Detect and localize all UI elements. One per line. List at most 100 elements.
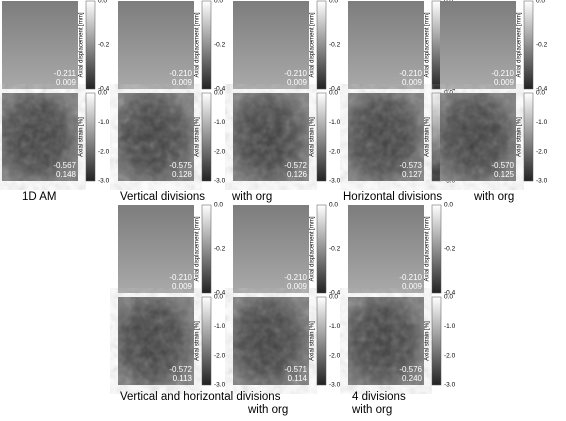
colorbar-label: Axial strain [%]: [79, 117, 85, 157]
colorbar-tick: 0.0: [536, 90, 545, 97]
colorbar-tick: -3.0: [329, 382, 341, 389]
value: 0.127: [402, 170, 423, 179]
colorbar: [431, 296, 442, 386]
strain-texture: [118, 297, 194, 385]
value: -0.210: [399, 273, 422, 282]
colorbar-tick: -0.4: [444, 290, 456, 297]
colorbar-tick: -0.4: [214, 290, 226, 297]
colorbar: [316, 204, 327, 294]
colorbar-tick: 0.0: [214, 0, 223, 5]
value: -0.575: [169, 161, 192, 170]
value: -0.567: [53, 161, 76, 170]
displacement-image: [118, 205, 194, 293]
value: -0.210: [399, 69, 422, 78]
colorbar-tick: -1.0: [444, 323, 456, 330]
value: 0.009: [56, 78, 77, 87]
displacement-image: [348, 1, 424, 89]
value: 0.126: [287, 170, 308, 179]
value: 0.113: [173, 374, 193, 383]
colorbar-label: Axial displacement [mm]: [195, 12, 201, 77]
caption: Vertical and horizontal divisions: [120, 391, 281, 403]
colorbar-tick: -0.2: [214, 42, 226, 49]
colorbar-tick: -2.0: [214, 148, 226, 155]
caption: Horizontal divisions: [343, 191, 442, 203]
colorbar-tick: -0.2: [444, 246, 456, 253]
value: -0.573: [399, 161, 422, 170]
displacement-image: [233, 205, 309, 293]
value: 0.009: [172, 282, 193, 291]
value: 0.114: [288, 374, 308, 383]
colorbar: [431, 0, 442, 90]
caption: with org: [247, 404, 288, 416]
colorbar: [431, 92, 442, 182]
caption: with org: [231, 191, 272, 203]
value: 0.128: [172, 170, 193, 179]
colorbar: [85, 0, 96, 90]
colorbar-tick: -2.0: [214, 352, 226, 359]
displacement-image: [233, 1, 309, 89]
colorbar-tick: -3.0: [444, 178, 456, 185]
value: -0.211: [54, 69, 77, 78]
colorbar-tick: 0.0: [444, 202, 453, 209]
colorbar: [316, 296, 327, 386]
colorbar: [201, 92, 212, 182]
value: -0.571: [284, 365, 307, 374]
value: -0.210: [169, 273, 192, 282]
colorbar-tick: -0.2: [214, 246, 226, 253]
colorbar-tick: -3.0: [214, 178, 226, 185]
colorbar-tick: -3.0: [214, 382, 226, 389]
colorbar-tick: -1.0: [214, 323, 226, 330]
colorbar-tick: -2.0: [329, 148, 341, 155]
value: 0.240: [402, 374, 423, 383]
colorbar-label: Axial strain [%]: [517, 117, 523, 157]
value: 0.009: [494, 78, 515, 87]
caption: 1D AM: [22, 191, 57, 203]
colorbar-label: Axial displacement [mm]: [517, 12, 523, 77]
value: -0.210: [284, 273, 307, 282]
colorbar-tick: -1.0: [536, 119, 548, 126]
colorbar-tick: -0.2: [536, 42, 548, 49]
value: 0.009: [287, 282, 308, 291]
colorbar-tick: -3.0: [536, 178, 548, 185]
colorbar-tick: -1.0: [214, 119, 226, 126]
colorbar-tick: 0.0: [329, 294, 338, 301]
colorbar-tick: -3.0: [444, 382, 456, 389]
colorbar-label: Axial strain [%]: [195, 321, 201, 361]
colorbar-tick: 0.0: [214, 202, 223, 209]
colorbar-label: Axial displacement [mm]: [79, 12, 85, 77]
value: 0.148: [56, 170, 77, 179]
colorbar-tick: 0.0: [329, 202, 338, 209]
colorbar: [316, 0, 327, 90]
value: 0.009: [172, 78, 193, 87]
strain-texture: [233, 93, 309, 181]
colorbar: [431, 204, 442, 294]
strain-texture: [440, 93, 516, 181]
colorbar-tick: 0.0: [98, 0, 107, 5]
colorbar-tick: -2.0: [98, 148, 110, 155]
colorbar-tick: -0.2: [329, 246, 341, 253]
colorbar-label: Axial displacement [mm]: [310, 216, 316, 281]
colorbar-tick: 0.0: [329, 0, 338, 5]
colorbar: [201, 296, 212, 386]
value: -0.576: [399, 365, 422, 374]
colorbar-label: Axial displacement [mm]: [310, 12, 316, 77]
colorbar-tick: -0.4: [214, 86, 226, 93]
colorbar-tick: -0.4: [329, 86, 341, 93]
value: 0.009: [402, 78, 423, 87]
strain-texture: [118, 93, 194, 181]
colorbar-label: Axial displacement [mm]: [425, 216, 431, 281]
colorbar-tick: -0.2: [98, 42, 110, 49]
colorbar-tick: 0.0: [329, 90, 338, 97]
colorbar-tick: -2.0: [536, 148, 548, 155]
colorbar-tick: -0.4: [98, 86, 110, 93]
colorbar-tick: -0.4: [536, 86, 548, 93]
displacement-image: [2, 1, 78, 89]
colorbar-tick: -2.0: [329, 352, 341, 359]
colorbar-label: Axial strain [%]: [310, 117, 316, 157]
colorbar-tick: -3.0: [329, 178, 341, 185]
strain-texture: [233, 297, 309, 385]
colorbar: [523, 92, 534, 182]
strain-texture: [348, 93, 424, 181]
colorbar: [523, 0, 534, 90]
